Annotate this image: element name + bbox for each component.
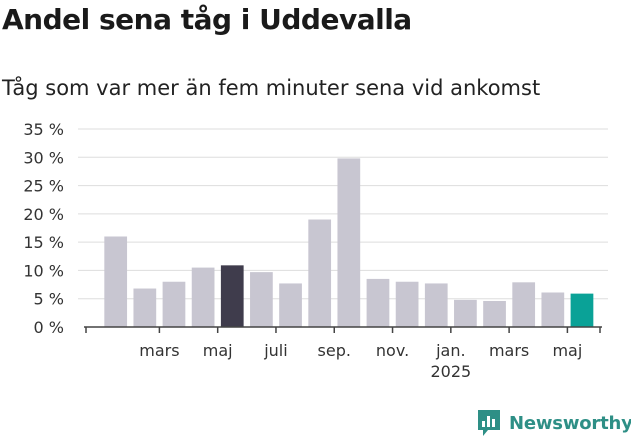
y-tick-label: 15 % bbox=[23, 233, 64, 252]
bar bbox=[366, 278, 390, 327]
x-tick-label: mars bbox=[139, 341, 179, 360]
x-tick-sublabel: 2025 bbox=[430, 362, 471, 381]
x-tick-label: jan. bbox=[435, 341, 465, 360]
bar bbox=[337, 158, 361, 327]
bar bbox=[424, 283, 448, 327]
chart-title: Andel sena tåg i Uddevalla bbox=[2, 3, 412, 36]
y-tick-label: 5 % bbox=[34, 290, 64, 309]
y-tick-label: 25 % bbox=[23, 177, 64, 196]
bar bbox=[279, 283, 302, 327]
bar-chart: 0 % 5 % 10 % 15 % 20 % 25 % 30 % 35 % mars maj jul… bbox=[23, 120, 608, 381]
bar bbox=[250, 272, 273, 327]
x-tick-label: juli bbox=[263, 341, 287, 360]
y-tick-label: 10 % bbox=[23, 261, 64, 280]
y-tick-label: 20 % bbox=[23, 205, 64, 224]
bar bbox=[483, 300, 506, 327]
x-tick-label: sep. bbox=[318, 341, 351, 360]
chart-subtitle: Tåg som var mer än fem minuter sena vid … bbox=[2, 76, 541, 100]
y-tick-label: 0 % bbox=[34, 318, 64, 337]
x-tick-label: maj bbox=[203, 341, 233, 360]
brand-logo: Newsworthy bbox=[476, 408, 631, 438]
bar bbox=[395, 281, 419, 327]
y-tick-label: 35 % bbox=[23, 120, 64, 139]
bar bbox=[220, 265, 244, 327]
y-tick-label: 30 % bbox=[23, 148, 64, 167]
bar bbox=[512, 282, 536, 327]
x-tick-label: mars bbox=[489, 341, 529, 360]
bar bbox=[541, 292, 565, 327]
x-tick-label: maj bbox=[552, 341, 582, 360]
bar bbox=[308, 219, 332, 327]
bar bbox=[104, 236, 128, 327]
bar bbox=[191, 267, 215, 327]
brand-name: Newsworthy bbox=[509, 412, 631, 434]
bar bbox=[570, 293, 594, 327]
bar bbox=[454, 299, 477, 327]
x-tick-label: nov. bbox=[376, 341, 409, 360]
bar bbox=[133, 288, 157, 327]
bar bbox=[162, 281, 186, 327]
newsworthy-logo-icon bbox=[478, 410, 500, 436]
